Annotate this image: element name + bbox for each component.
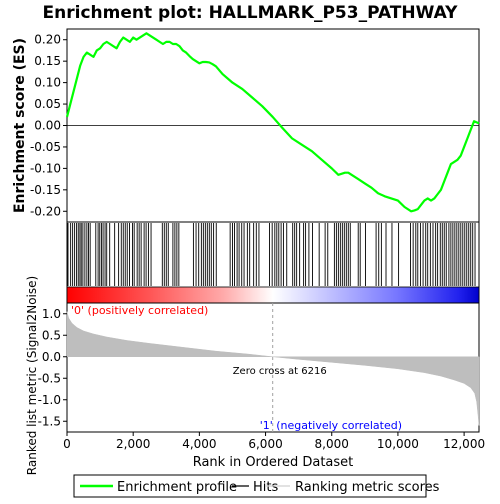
es-y-tick-label: 0.20 [34, 33, 61, 47]
ranked-metric-panel: 1.0 0.5 0.0 -0.5 -1.0 -1.50 2,000 4,000 6,000 8,0… [25, 276, 485, 475]
enrichment-profile-line [65, 32, 480, 213]
hits-panel [66, 221, 480, 304]
x-tick-label: 2,000 [116, 437, 150, 451]
es-y-tick-label: -0.05 [30, 140, 61, 154]
ranked-y-tick-label: 0.0 [42, 350, 61, 364]
positive-correlation-label: '0' (positively correlated) [71, 304, 208, 317]
zero-cross-label: Zero cross at 6216 [233, 366, 327, 377]
legend-box [73, 474, 427, 498]
ranked-y-tick-label: 1.0 [42, 307, 61, 321]
ranked-y-tick-label: -0.5 [38, 371, 61, 385]
x-tick-label: 6,000 [248, 437, 282, 451]
negative-correlation-label: '1' (negatively correlated) [260, 419, 402, 432]
es-y-tick-label: -0.20 [30, 204, 61, 218]
es-y-axis-label: Enrichment score (ES) [12, 38, 28, 213]
x-tick-label: 0 [63, 437, 71, 451]
es-y-tick-label: 0.15 [34, 54, 61, 68]
legend-item-label: Ranking metric scores [295, 480, 440, 495]
ranked-metric-area [66, 311, 480, 426]
es-y-tick-label: -0.10 [30, 161, 61, 175]
ranked-y-tick-label: -1.5 [38, 414, 61, 428]
es-y-tick-label: 0.10 [34, 76, 61, 90]
es-y-tick-label: 0.05 [34, 97, 61, 111]
ranked-y-tick-label: -1.0 [38, 393, 61, 407]
legend-item-label: Hits [253, 480, 278, 495]
chart-title: Enrichment plot: HALLMARK_P53_PATHWAY [43, 3, 459, 23]
es-y-tick-label: -0.15 [30, 183, 61, 197]
es-panel: 0.20 0.15 0.10 0.05 0.00 -0.05 -0.10 -0.15 -0.20… [12, 28, 480, 223]
ranked-y-axis-label: Ranked list metric (Signal2Noise) [25, 276, 39, 475]
legend: Enrichment profile Hits Ranking metric sco… [73, 474, 440, 498]
legend-item-label: Enrichment profile [117, 480, 237, 495]
x-tick-label: 8,000 [315, 437, 349, 451]
ranked-y-tick-label: 0.5 [42, 328, 61, 342]
x-tick-label: 12,000 [443, 437, 485, 451]
x-tick-label: 10,000 [377, 437, 419, 451]
x-axis-label: Rank in Ordered Dataset [193, 455, 354, 470]
x-tick-label: 4,000 [182, 437, 216, 451]
rank-color-bar [66, 286, 480, 304]
es-y-tick-label: 0.00 [34, 119, 61, 133]
